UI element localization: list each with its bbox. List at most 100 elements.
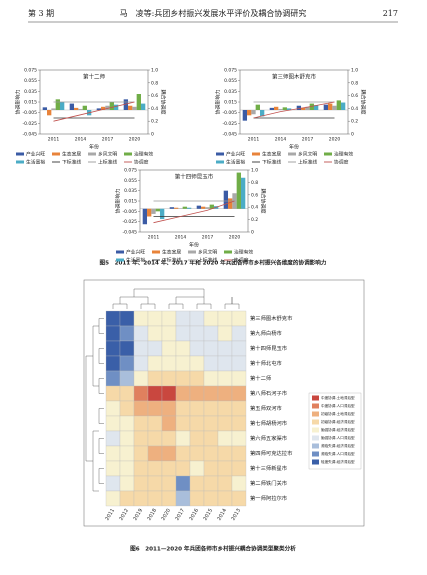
legend-swatch [16,152,24,156]
bar [147,208,152,217]
column-label: 2013 [230,508,242,522]
x-axis-label: 年份 [189,242,199,249]
y2-tick-label: 0.8 [151,80,158,86]
row-label: 第六师五家渠市 [250,434,288,442]
legend-label: 治理有效 [134,151,153,158]
bar [109,102,114,110]
series-line [253,101,335,119]
legend-label: 下标准线 [162,257,181,264]
legend-label: 产业兴旺 [26,151,45,158]
legend-label: 上标准线 [98,159,117,166]
heat-cell [133,370,149,387]
row-label: 第九师白杨市 [250,329,282,337]
heat-cell [133,325,149,342]
heat-cell [161,490,177,507]
y2-tick-label: 0.4 [351,106,358,112]
column-label: 2011 [104,508,116,522]
heat-cell [189,385,205,402]
heat-cell [119,415,135,432]
figure-caption: 图6 2011—2020 年兵团各师市乡村振兴耦合协调类型聚类分析 [130,545,296,553]
heat-cell [105,340,121,357]
column-label: 2018 [146,508,158,522]
heat-cell [189,400,205,417]
heat-cell [231,370,247,387]
heat-cell [105,400,121,417]
y-tick-label: -0.005 [222,110,237,116]
heat-cell [133,490,149,507]
heat-cell [161,370,177,387]
y2-tick-label: 0.2 [251,217,258,223]
heat-cell [217,445,233,462]
heat-cell [105,325,121,342]
heat-cell [231,460,247,477]
heat-cell [231,445,247,462]
y2-tick-label: 0 [251,230,254,236]
legend-label: 中度协调-人口滞后型 [321,403,355,408]
heat-cell [175,460,191,477]
heat-cell [133,340,149,357]
column-label: 2017 [174,508,186,522]
x-axis-label: 年份 [289,144,299,151]
heat-cell [189,325,205,342]
y2-axis-label: 耦合协调度 [360,89,367,114]
heat-cell [147,310,163,327]
y2-tick-label: 0.8 [251,180,258,186]
bar [328,103,333,110]
heat-cell [147,385,163,402]
bar [113,104,119,110]
heat-cell [119,325,135,342]
heat-cell [175,355,191,372]
x-tick-label: 2014 [75,137,87,143]
column-label: 2014 [216,508,228,522]
heat-cell [189,355,205,372]
chart-title: 第十四师昆玉市 [175,173,214,181]
row-label: 第十师北屯市 [250,359,282,367]
bar [236,172,241,209]
heat-cell [217,400,233,417]
x-tick-label: 2017 [202,235,214,241]
heat-cell [105,460,121,477]
heat-cell [119,430,135,447]
heat-cell [161,445,177,462]
y2-tick-label: 0.6 [351,93,358,99]
heat-cell [231,430,247,447]
heat-cell [175,430,191,447]
heat-cell [175,400,191,417]
bar [251,110,256,115]
heat-cell [119,370,135,387]
heat-cell [217,340,233,357]
row-label: 第七师胡杨河市 [250,419,288,427]
heat-cell [203,490,219,507]
bar [178,208,183,209]
row-label: 第一师阿拉尔市 [250,494,288,502]
heat-cell [231,475,247,492]
y2-tick-label: 0.2 [151,119,158,125]
bar [55,99,60,110]
row-label: 第十四师昆玉市 [250,344,288,352]
heat-cell [217,385,233,402]
heat-cell [189,430,205,447]
legend-swatch [16,160,24,164]
legend-label: 濒临失调-人口滞后型 [321,451,355,456]
row-label: 第四师可克达拉市 [250,449,293,457]
heat-cell [105,475,121,492]
legend-swatch [312,427,319,433]
heat-cell [133,385,149,402]
y2-axis-label: 耦合协调度 [160,89,167,114]
bar [101,106,106,110]
heat-cell [217,370,233,387]
chart-title: 第十二师 [83,73,106,81]
legend-swatch [312,459,319,465]
heat-cell [203,310,219,327]
heat-cell [119,445,135,462]
row-label: 第八师石河子市 [250,389,288,397]
column-label: 2016 [188,508,200,522]
heat-cell [203,340,219,357]
x-tick-label: 2017 [102,137,114,143]
heat-cell [217,475,233,492]
y2-tick-label: 0.6 [151,93,158,99]
heat-cell [161,460,177,477]
legend-swatch [116,250,124,254]
legend-swatch [312,451,319,457]
heat-cell [105,385,121,402]
